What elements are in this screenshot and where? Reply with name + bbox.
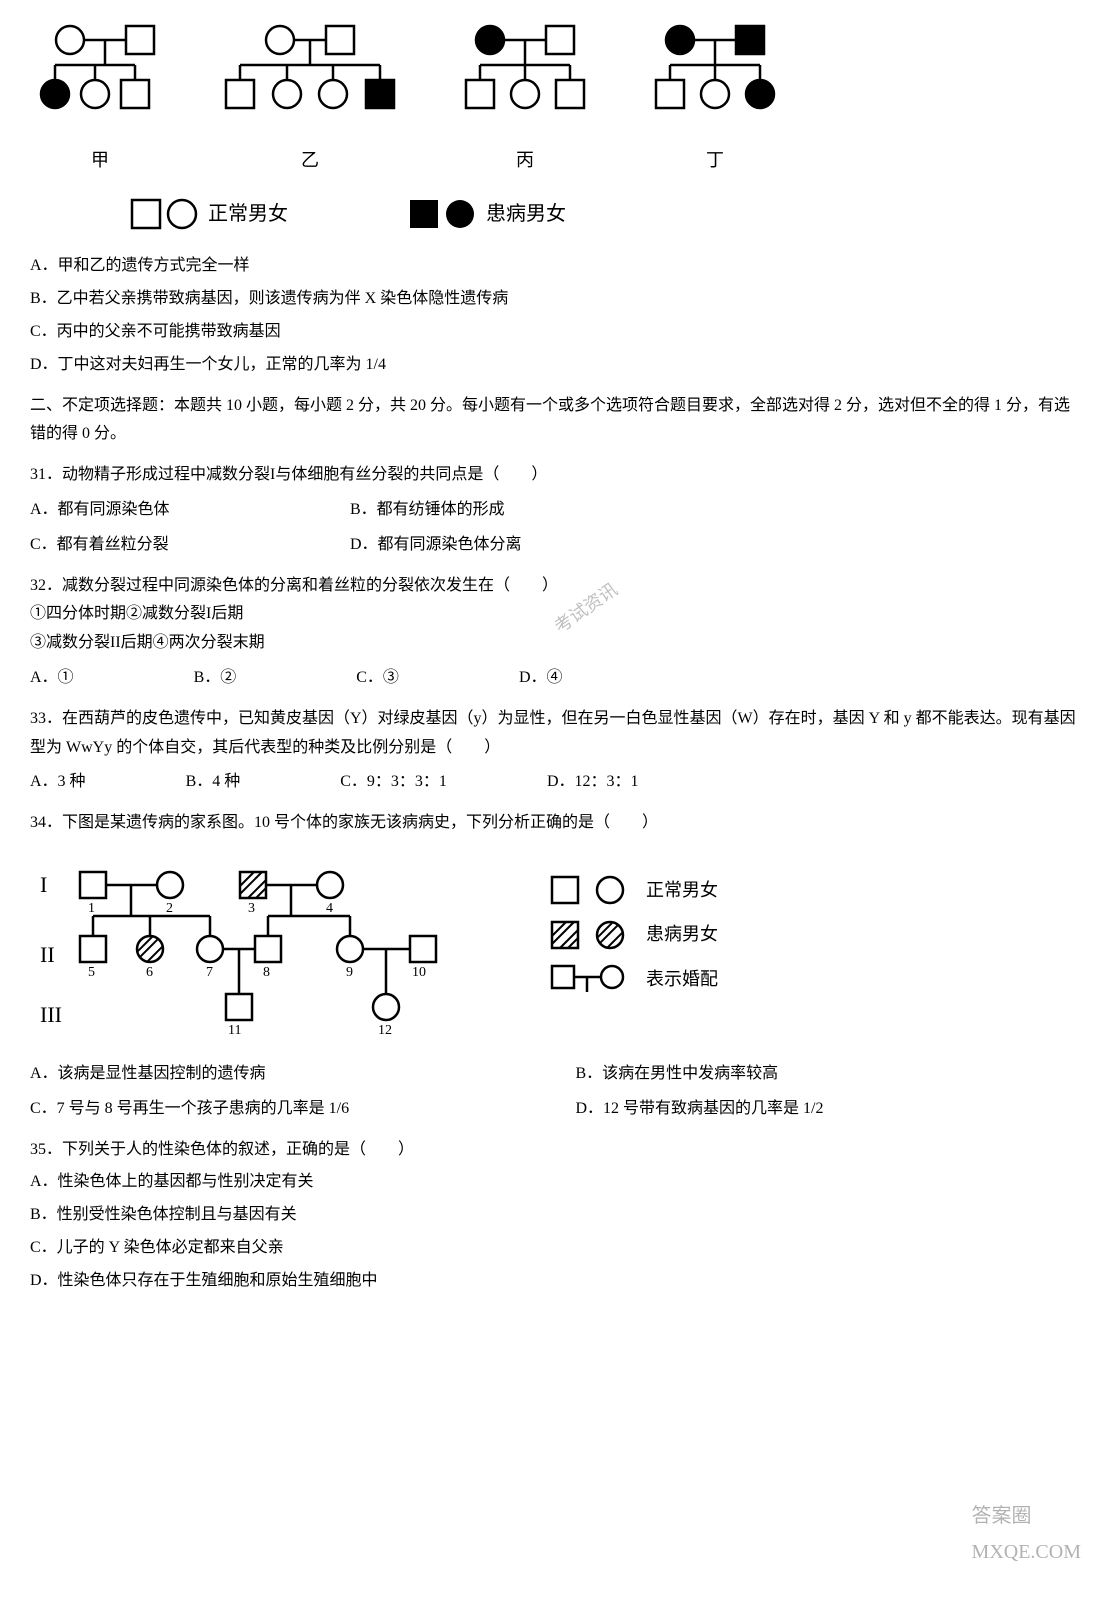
svg-text:5: 5: [88, 965, 95, 980]
pedigree-yi-svg: [210, 20, 410, 140]
watermark-line2: MXQE.COM: [972, 1534, 1081, 1570]
q34-legend-marriage-text: 表示婚配: [646, 963, 718, 995]
gen2-label: II: [40, 942, 55, 967]
q34-legend-normal-text: 正常男女: [646, 874, 718, 906]
q34-legend: 正常男女 患病男女: [550, 874, 718, 995]
legend-normal: 正常男女: [130, 196, 288, 232]
gen3-label: III: [40, 1002, 62, 1027]
pedigree-bing: 丙: [450, 20, 600, 176]
legend-normal-text: 正常男女: [208, 196, 288, 232]
pedigree-jia-label: 甲: [91, 144, 109, 176]
q34-legend-marriage-icon: [550, 964, 630, 994]
legend-affected-icon: [408, 198, 478, 230]
pedigree-yi: 乙: [210, 20, 410, 176]
pedigree-ding-label: 丁: [706, 144, 724, 176]
q34-legend-affected-text: 患病男女: [646, 918, 718, 950]
q32-line2: ①四分体时期②减数分裂I后期: [30, 600, 1081, 629]
svg-text:3: 3: [248, 901, 255, 916]
q33-b: B．4 种: [186, 768, 241, 797]
q34-legend-affected-icon: [550, 920, 630, 950]
q34-legend-normal-icon: [550, 875, 630, 905]
q35-c: C．儿子的 Y 染色体必定都来自父亲: [30, 1234, 1081, 1263]
q32-a: A．①: [30, 664, 74, 693]
q32-stem: 32．减数分裂过程中同源染色体的分离和着丝粒的分裂依次发生在（ ）: [30, 572, 1081, 601]
legend-affected-text: 患病男女: [486, 196, 566, 232]
svg-text:7: 7: [206, 965, 213, 980]
svg-text:11: 11: [228, 1023, 241, 1038]
q33-a: A．3 种: [30, 768, 86, 797]
q35: 35．下列关于人的性染色体的叙述，正确的是（ ） A．性染色体上的基因都与性别决…: [30, 1136, 1081, 1296]
q31-a: A．都有同源染色体: [30, 496, 310, 525]
q34-legend-affected: 患病男女: [550, 918, 718, 950]
q30-option-c: C．丙中的父亲不可能携带致病基因: [30, 318, 1081, 347]
q35-a: A．性染色体上的基因都与性别决定有关: [30, 1168, 1081, 1197]
watermark-bottom: 答案圈 MXQE.COM: [972, 1498, 1081, 1570]
q32-c: C．③: [356, 664, 399, 693]
q34-c: C．7 号与 8 号再生一个孩子患病的几率是 1/6: [30, 1095, 536, 1124]
q33-c: C．9：3：3：1: [340, 768, 447, 797]
pedigree-bing-label: 丙: [516, 144, 534, 176]
section2-header: 二、不定项选择题：本题共 10 小题，每小题 2 分，共 20 分。每小题有一个…: [30, 392, 1081, 450]
q32-line3: ③减数分裂II后期④两次分裂末期: [30, 629, 1081, 658]
pedigree-yi-label: 乙: [301, 144, 319, 176]
pedigree-jia: 甲: [30, 20, 170, 176]
watermark-line1: 答案圈: [972, 1498, 1081, 1534]
q30-option-d: D．丁中这对夫妇再生一个女儿，正常的几率为 1/4: [30, 351, 1081, 380]
svg-text:8: 8: [263, 965, 270, 980]
q33: 33．在西葫芦的皮色遗传中，已知黄皮基因（Y）对绿皮基因（y）为显性，但在另一白…: [30, 705, 1081, 797]
q35-d: D．性染色体只存在于生殖细胞和原始生殖细胞中: [30, 1267, 1081, 1296]
q32: 32．减数分裂过程中同源染色体的分离和着丝粒的分裂依次发生在（ ） ①四分体时期…: [30, 572, 1081, 693]
q32-d: D．④: [519, 664, 563, 693]
q30-option-b: B．乙中若父亲携带致病基因，则该遗传病为伴 X 染色体隐性遗传病: [30, 285, 1081, 314]
gen1-label: I: [40, 872, 47, 897]
svg-text:1: 1: [88, 901, 95, 916]
svg-text:2: 2: [166, 901, 173, 916]
pedigree-ding-svg: [640, 20, 790, 140]
q34-a: A．该病是显性基因控制的遗传病: [30, 1060, 536, 1089]
q34-d: D．12 号带有致病基因的几率是 1/2: [576, 1095, 1082, 1124]
legend-top: 正常男女 患病男女: [130, 196, 1081, 232]
svg-text:10: 10: [412, 965, 426, 980]
legend-affected: 患病男女: [408, 196, 566, 232]
q34-pedigree-svg: I II III 1 2 3 4: [30, 854, 490, 1044]
q34-legend-normal: 正常男女: [550, 874, 718, 906]
q31-b: B．都有纺锤体的形成: [350, 496, 630, 525]
q32-b: B．②: [194, 664, 237, 693]
legend-normal-icon: [130, 198, 200, 230]
svg-text:4: 4: [326, 901, 333, 916]
q34: 34．下图是某遗传病的家系图。10 号个体的家族无该病病史，下列分析正确的是（ …: [30, 809, 1081, 1123]
q31-d: D．都有同源染色体分离: [350, 531, 630, 560]
q34-pedigree-container: I II III 1 2 3 4: [30, 854, 1081, 1044]
pedigree-group-top: 甲 乙: [30, 20, 1081, 176]
q33-stem: 33．在西葫芦的皮色遗传中，已知黄皮基因（Y）对绿皮基因（y）为显性，但在另一白…: [30, 705, 1081, 763]
pedigree-jia-svg: [30, 20, 170, 140]
q34-b: B．该病在男性中发病率较高: [576, 1060, 1082, 1089]
q34-legend-marriage: 表示婚配: [550, 963, 718, 995]
pedigree-ding: 丁: [640, 20, 790, 176]
q31: 31．动物精子形成过程中减数分裂I与体细胞有丝分裂的共同点是（ ） A．都有同源…: [30, 461, 1081, 559]
q31-c: C．都有着丝粒分裂: [30, 531, 310, 560]
q33-d: D．12：3：1: [547, 768, 639, 797]
q35-b: B．性别受性染色体控制且与基因有关: [30, 1201, 1081, 1230]
svg-text:6: 6: [146, 965, 153, 980]
pedigree-bing-svg: [450, 20, 600, 140]
svg-text:9: 9: [346, 965, 353, 980]
q35-stem: 35．下列关于人的性染色体的叙述，正确的是（ ）: [30, 1136, 1081, 1165]
q30-option-a: A．甲和乙的遗传方式完全一样: [30, 252, 1081, 281]
svg-text:12: 12: [378, 1023, 392, 1038]
q34-stem: 34．下图是某遗传病的家系图。10 号个体的家族无该病病史，下列分析正确的是（ …: [30, 809, 1081, 838]
q31-stem: 31．动物精子形成过程中减数分裂I与体细胞有丝分裂的共同点是（ ）: [30, 461, 1081, 490]
